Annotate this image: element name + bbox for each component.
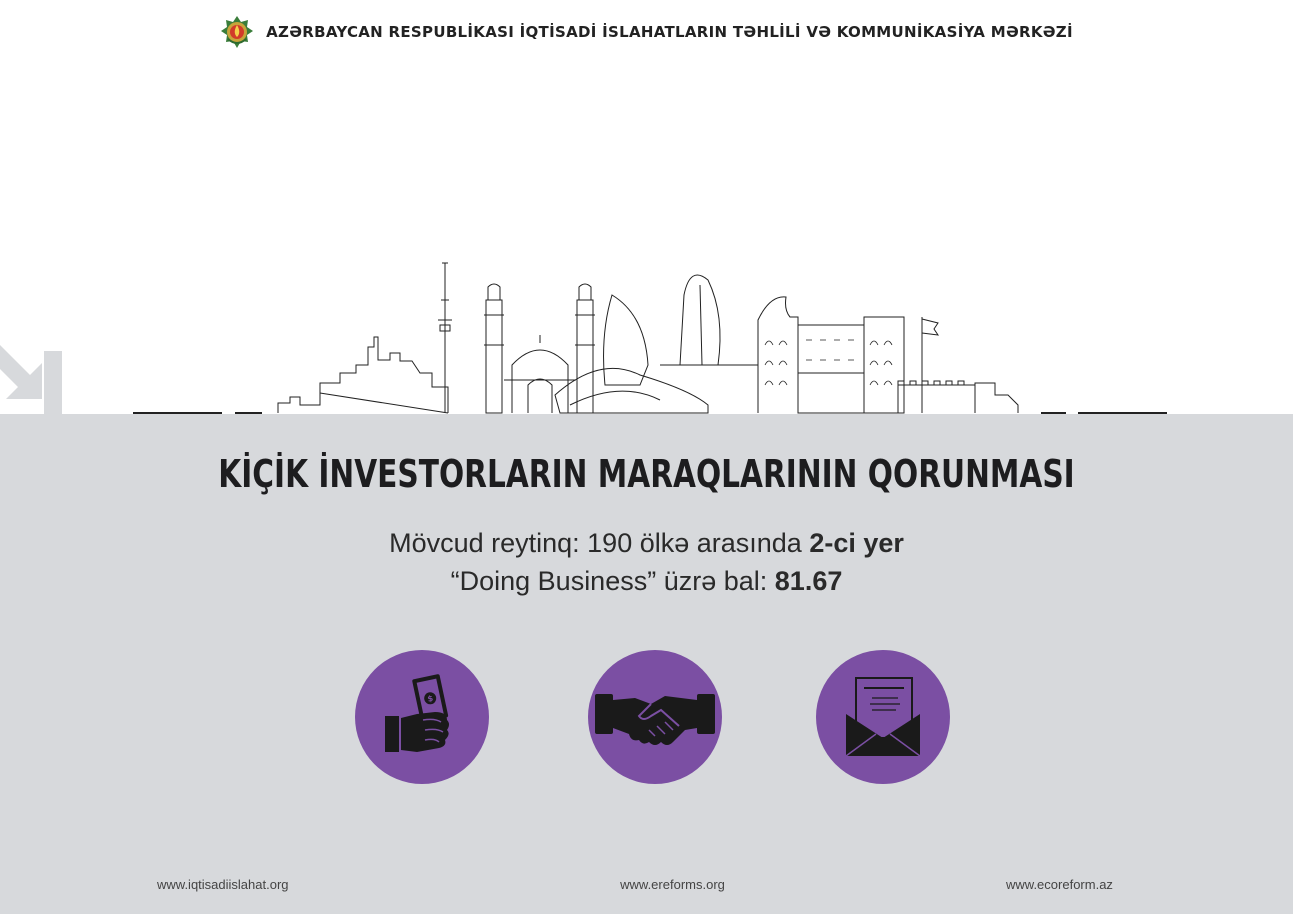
rating-label: Mövcud reytinq: 190 ölkə arasında: [389, 528, 810, 558]
envelope-document-icon: [845, 677, 921, 757]
organization-title: AZƏRBAYCAN RESPUBLİKASI İQTİSADİ İSLAHAT…: [266, 23, 1073, 41]
handshake-icon: [595, 694, 715, 745]
page-title: KİÇİK İNVESTORLARIN MARAQLARININ QORUNMA…: [218, 452, 1075, 496]
score-label: “Doing Business” üzrə bal:: [450, 566, 775, 596]
footer-link-iqtisadiislahat[interactable]: www.iqtisadiislahat.org: [157, 877, 289, 892]
footer-link-ereforms[interactable]: www.ereforms.org: [620, 877, 725, 892]
hand-with-money-icon: $: [385, 674, 449, 752]
score-line: “Doing Business” üzrə bal: 81.67: [0, 566, 1293, 597]
partnership-circle: [588, 650, 722, 784]
header: AZƏRBAYCAN RESPUBLİKASI İQTİSADİ İSLAHAT…: [0, 12, 1293, 52]
score-value: 81.67: [774, 566, 843, 596]
investment-circle: $: [355, 650, 489, 784]
decorative-arrow-shape: [0, 345, 62, 417]
svg-text:$: $: [427, 694, 435, 704]
rating-line: Mövcud reytinq: 190 ölkə arasında 2-ci y…: [0, 528, 1293, 559]
baku-skyline-illustration: [133, 262, 1167, 414]
rating-value: 2-ci yer: [809, 528, 904, 558]
disclosure-circle: [816, 650, 950, 784]
footer-link-ecoreform[interactable]: www.ecoreform.az: [1006, 877, 1113, 892]
azerbaijan-emblem-icon: [221, 16, 254, 48]
